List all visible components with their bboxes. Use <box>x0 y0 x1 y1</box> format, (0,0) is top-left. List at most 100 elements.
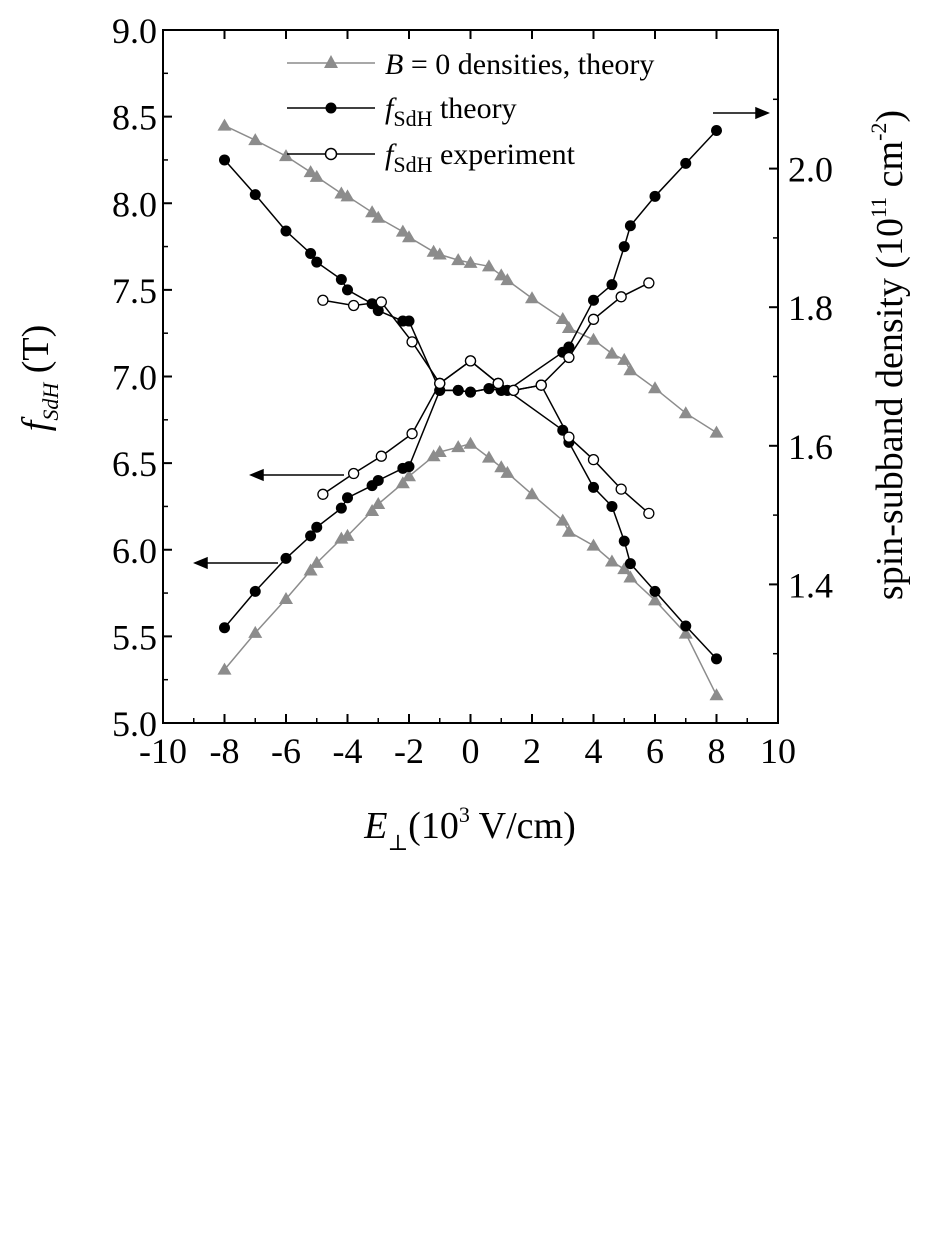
filled-circle-point <box>483 383 495 395</box>
open-circle-point <box>317 294 329 306</box>
triangle-point <box>525 291 539 304</box>
legend-entry-b0-theory: B = 0 densities, theory <box>287 48 654 81</box>
open-circle-point <box>492 377 504 390</box>
open-circle-point <box>347 467 360 480</box>
triangle-point <box>248 625 263 638</box>
triangle-point <box>279 591 293 604</box>
y-left-tick-label: 6.0 <box>112 531 157 571</box>
legend-filled-circle-marker <box>325 102 337 114</box>
open-circle-point <box>375 296 387 308</box>
triangle-point <box>617 352 632 365</box>
series-line <box>224 124 717 434</box>
filled-circle-point <box>624 558 636 570</box>
open-circle-point <box>464 355 477 367</box>
open-circle-point <box>643 277 655 289</box>
triangle-point <box>402 469 416 482</box>
series-3 <box>219 383 722 665</box>
filled-circle-point <box>280 552 292 564</box>
series-4 <box>317 277 655 397</box>
x-tick-label: -6 <box>271 731 301 771</box>
y-left-tick-label: 6.5 <box>112 444 157 484</box>
x-tick-label: 6 <box>646 731 664 771</box>
filled-circle-point <box>342 492 353 504</box>
open-circle-point <box>563 431 575 443</box>
axis-arrows <box>193 106 770 570</box>
open-circle-point <box>434 377 446 390</box>
filled-circle-point <box>649 585 661 597</box>
y-left-tick-label: 7.0 <box>112 358 157 398</box>
x-tick-label: -2 <box>394 731 424 771</box>
triangle-point <box>678 626 693 639</box>
filled-circle-point <box>342 284 353 296</box>
triangle-point <box>303 165 318 178</box>
open-circle-point <box>347 299 360 312</box>
x-tick-label: -4 <box>333 731 363 771</box>
y-left-axis-title: fSdH (T) <box>15 325 63 431</box>
left-axis-arrow-upper <box>249 468 344 482</box>
triangle-point <box>555 513 570 526</box>
filled-circle-point <box>403 461 415 473</box>
triangle-point <box>451 440 466 453</box>
triangle-point <box>525 487 539 500</box>
triangle-point <box>463 436 478 449</box>
axis-ticks: -10 -8 -6 -4 -2 0 2 4 6 8 10 5.0 5.5 6.0 6.5 7.0 7.5 8.0 8… <box>112 11 833 771</box>
triangle-point <box>709 425 724 438</box>
triangle-point <box>500 465 515 478</box>
filled-circle-point <box>624 220 636 232</box>
y-right-tick-label: 1.6 <box>788 427 833 467</box>
filled-circle-point <box>606 500 618 512</box>
legend-entry-fsdh-theory: fSdH theory <box>287 92 517 131</box>
right-axis-arrow <box>713 106 770 120</box>
triangle-point <box>279 149 293 162</box>
filled-circle-point <box>280 225 292 237</box>
filled-circle-point <box>372 474 384 486</box>
triangle-point <box>623 363 638 376</box>
filled-circle-point <box>711 653 722 665</box>
y-right-tick-label: 1.4 <box>788 565 833 605</box>
filled-circle-point <box>588 294 599 306</box>
triangle-point <box>648 381 662 394</box>
triangle-point <box>648 593 662 606</box>
triangle-point <box>365 205 380 218</box>
x-tick-label: 4 <box>585 731 603 771</box>
triangle-point <box>555 311 570 324</box>
filled-circle-point <box>219 154 230 166</box>
open-circle-point <box>615 483 627 495</box>
filled-circle-point <box>372 305 384 317</box>
y-left-tick-label: 9.0 <box>112 11 157 51</box>
open-circle-point <box>317 488 329 500</box>
filled-circle-point <box>219 622 230 634</box>
x-tick-label: 10 <box>760 731 796 771</box>
open-circle-point <box>406 428 418 440</box>
open-circle-point <box>587 454 600 466</box>
open-circle-point <box>507 384 520 397</box>
left-axis-arrow-lower <box>193 556 278 570</box>
series-5 <box>317 355 655 520</box>
triangle-point <box>340 189 355 202</box>
open-circle-point <box>615 291 627 303</box>
y-left-tick-label: 5.5 <box>112 617 157 657</box>
triangle-point <box>500 273 515 286</box>
plot-frame <box>162 29 779 724</box>
triangle-point <box>481 259 496 272</box>
triangle-point <box>426 449 441 462</box>
triangle-point <box>586 538 601 551</box>
triangle-point <box>623 570 638 583</box>
filled-circle-point <box>465 386 476 398</box>
triangle-point <box>617 562 632 575</box>
triangle-point <box>365 503 380 516</box>
legend: B = 0 densities, theory fSdH theory fSdH… <box>287 48 654 177</box>
triangle-point <box>371 497 386 510</box>
triangle-point <box>604 346 619 359</box>
triangle-point <box>340 528 355 541</box>
triangle-point <box>395 224 410 237</box>
open-circle-point <box>643 507 655 520</box>
filled-circle-point <box>618 535 630 547</box>
triangle-point <box>309 169 324 182</box>
y-right-axis-title: spin-subband density (1011 cm-2) <box>866 110 911 600</box>
chart-marks <box>217 118 724 701</box>
filled-circle-point <box>305 247 317 259</box>
filled-circle-point <box>335 273 347 285</box>
y-left-tick-label: 8.5 <box>112 98 157 138</box>
